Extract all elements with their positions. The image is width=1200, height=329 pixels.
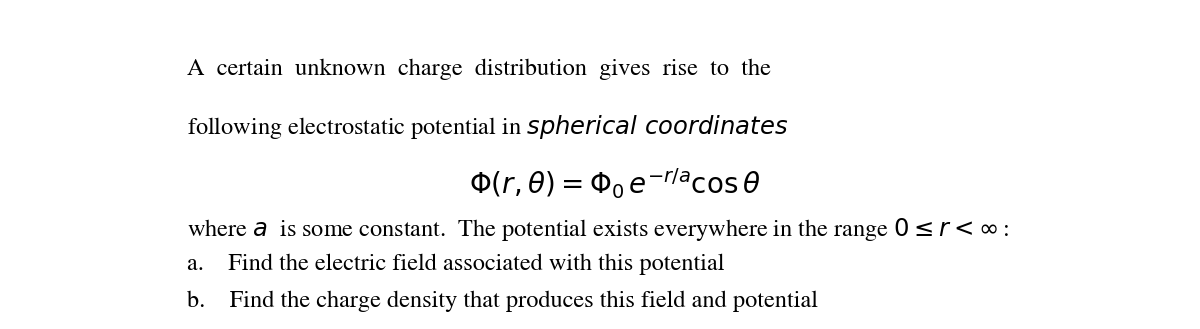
Text: A  certain  unknown  charge  distribution  gives  rise  to  the: A certain unknown charge distribution gi… <box>187 59 772 80</box>
Text: following electrostatic potential in $\it{spherical\ coordinates}$: following electrostatic potential in $\i… <box>187 113 788 141</box>
Text: a.    Find the electric field associated with this potential: a. Find the electric field associated wi… <box>187 254 725 275</box>
Text: b.    Find the charge density that produces this field and potential: b. Find the charge density that produces… <box>187 290 818 312</box>
Text: where $a$  is some constant.  The potential exists everywhere in the range $0 \l: where $a$ is some constant. The potentia… <box>187 215 1009 242</box>
Text: $\Phi(r,\theta) = \Phi_0\, e^{-r/a} \cos\theta$: $\Phi(r,\theta) = \Phi_0\, e^{-r/a} \cos… <box>469 166 761 201</box>
